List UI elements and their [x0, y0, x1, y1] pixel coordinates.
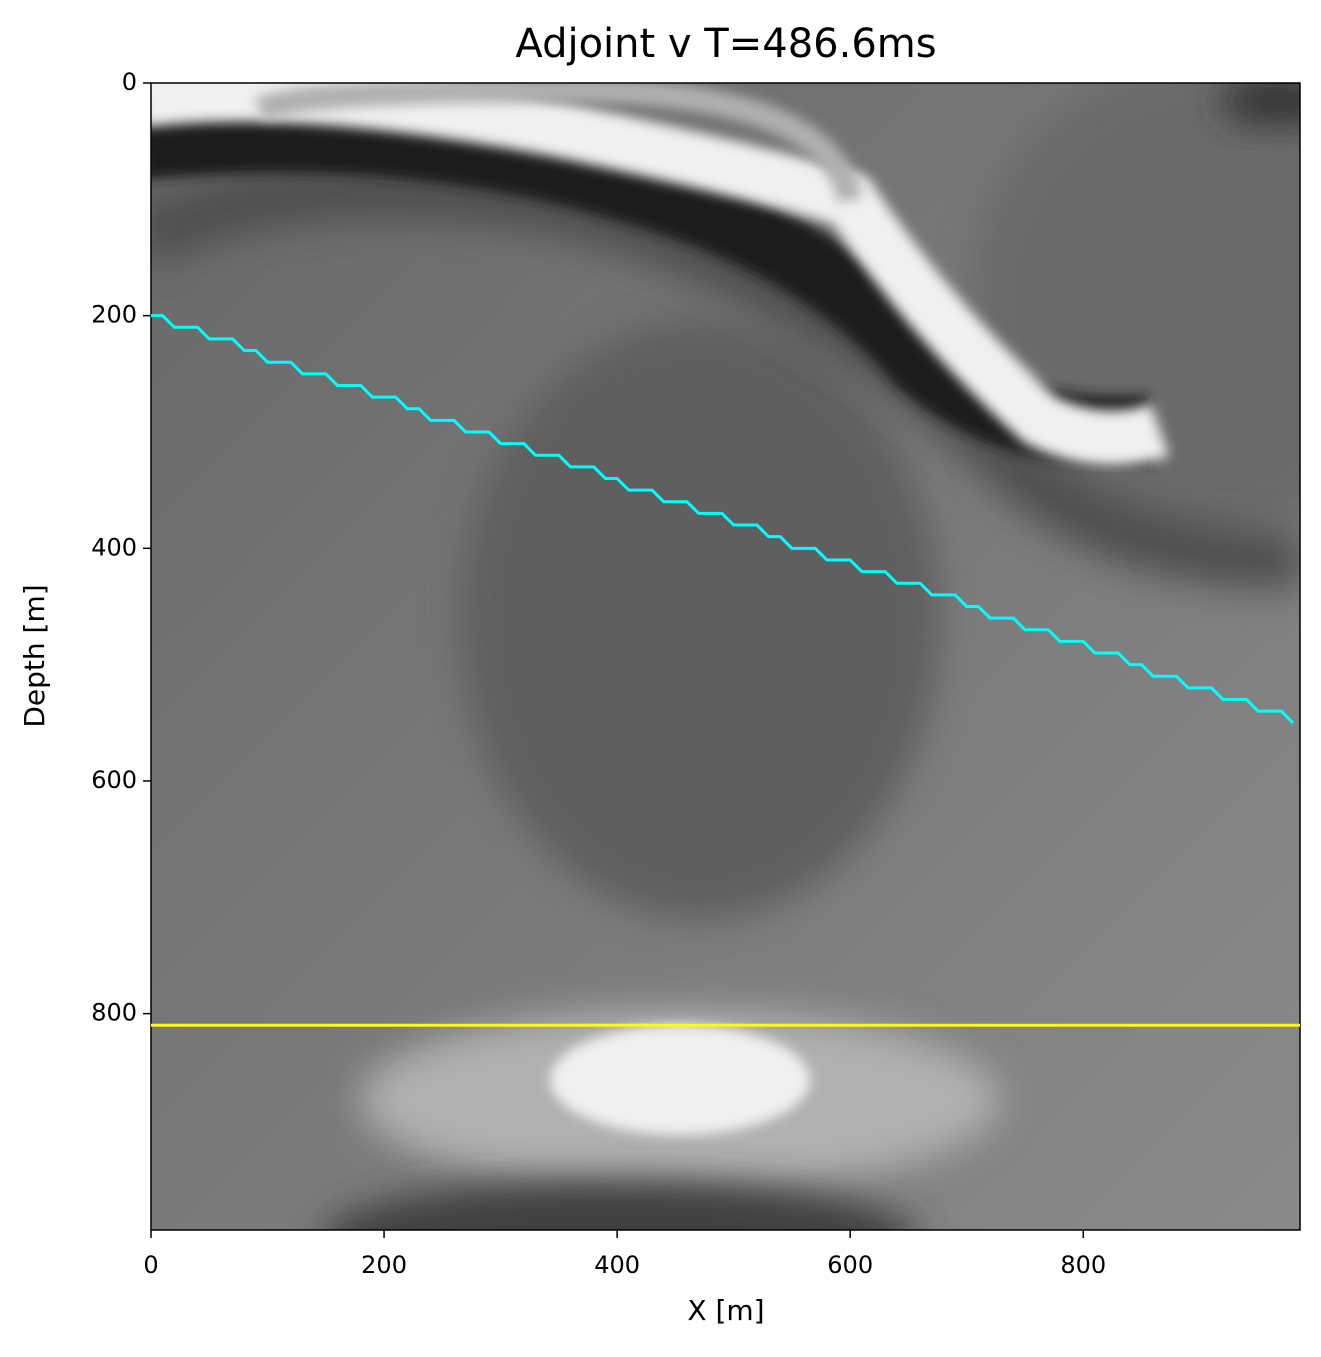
plot-frame	[150, 82, 1301, 1231]
x-tick-label: 0	[143, 1251, 158, 1279]
chart-title: Adjoint v T=486.6ms	[515, 21, 936, 67]
y-tick-label: 400	[91, 533, 137, 561]
field-image	[151, 83, 1300, 1230]
y-tick-label: 200	[91, 301, 137, 329]
x-tick-label: 200	[361, 1251, 407, 1279]
line	[151, 314, 1295, 724]
x-tick-label: 400	[594, 1251, 640, 1279]
x-axis-label: X [m]	[687, 1294, 764, 1327]
x-tick-label: 600	[827, 1251, 873, 1279]
y-axis-label: Depth [m]	[18, 584, 51, 727]
y-tick-label: 600	[91, 766, 137, 794]
y-tick-label: 0	[122, 68, 137, 96]
y-tick-label: 800	[91, 999, 137, 1027]
x-tick-label: 800	[1060, 1251, 1106, 1279]
